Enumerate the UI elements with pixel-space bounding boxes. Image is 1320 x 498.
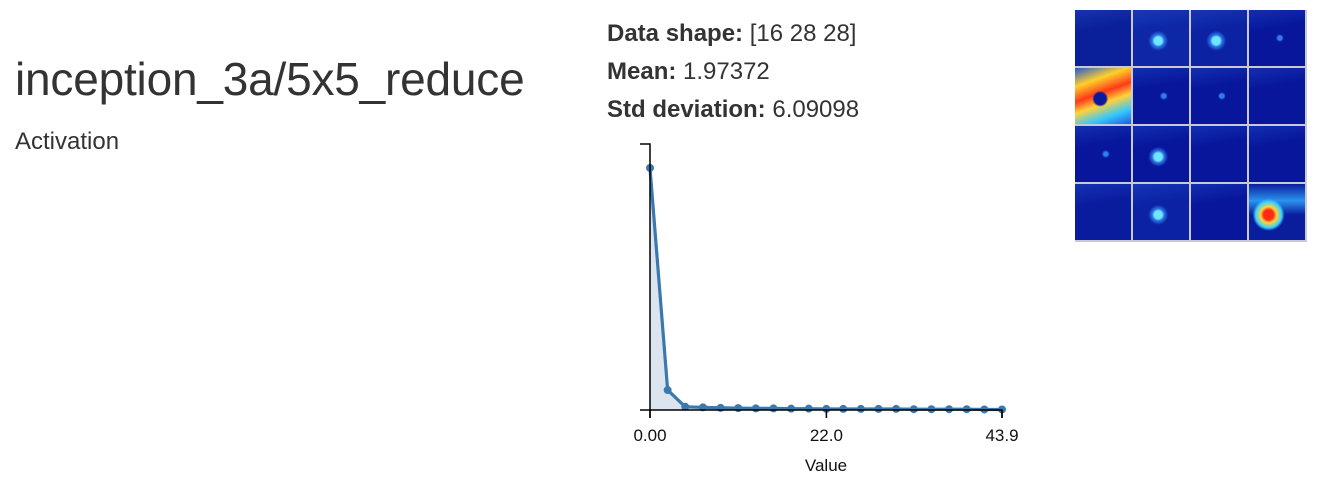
histogram-point	[663, 386, 672, 395]
layer-type: Activation	[15, 128, 120, 155]
x-tick-label: 43.9	[985, 426, 1018, 445]
stats-panel: Data shape: [16 28 28] Mean: 1.97372 Std…	[607, 15, 859, 129]
feature-map-thumbnail	[1075, 184, 1131, 240]
data-shape-label: Data shape:	[607, 20, 744, 47]
histogram-point	[874, 404, 883, 413]
y-axis-line	[640, 143, 651, 411]
layer-name: inception_3a/5x5_reduce	[15, 53, 525, 105]
x-axis-label: Value	[805, 456, 847, 475]
feature-map-thumbnail	[1133, 10, 1189, 66]
mean-value: 1.97372	[683, 58, 770, 85]
x-tick-label: 0.00	[633, 426, 666, 445]
feature-map-thumbnail	[1075, 68, 1131, 124]
mean-row: Mean: 1.97372	[607, 53, 859, 91]
mean-label: Mean:	[607, 58, 677, 85]
histogram-plot-area: 0.00 22.0 43.9	[633, 143, 1019, 445]
activation-thumbnail-grid	[1075, 10, 1307, 242]
histogram-point	[681, 402, 690, 411]
histogram-point	[734, 404, 743, 413]
histogram-point	[839, 404, 848, 413]
histogram-point	[856, 404, 865, 413]
feature-map-thumbnail	[1075, 10, 1131, 66]
feature-map-thumbnail	[1133, 184, 1189, 240]
histogram-point	[892, 404, 901, 413]
std-label: Std deviation:	[607, 96, 766, 123]
histogram-point	[822, 404, 831, 413]
histogram-point	[804, 404, 813, 413]
feature-map-thumbnail	[1249, 68, 1305, 124]
feature-map-thumbnail	[1191, 184, 1247, 240]
feature-map-thumbnail	[1249, 10, 1305, 66]
feature-map-thumbnail	[1075, 126, 1131, 182]
histogram-point	[909, 405, 918, 414]
feature-map-thumbnail	[1191, 126, 1247, 182]
x-tick-label: 22.0	[810, 426, 843, 445]
histogram-point	[927, 405, 936, 414]
histogram-point	[962, 405, 971, 414]
histogram-point	[787, 404, 796, 413]
feature-map-thumbnail	[1191, 10, 1247, 66]
feature-map-thumbnail	[1133, 126, 1189, 182]
histogram-point	[769, 404, 778, 413]
histogram-point	[945, 405, 954, 414]
data-shape-value: [16 28 28]	[749, 20, 857, 47]
feature-map-thumbnail	[1249, 184, 1305, 240]
histogram-area	[650, 167, 1002, 410]
feature-map-thumbnail	[1191, 68, 1247, 124]
histogram-line	[648, 167, 1002, 412]
feature-map-thumbnail	[1249, 126, 1305, 182]
histogram-point	[751, 404, 760, 413]
data-shape-row: Data shape: [16 28 28]	[607, 15, 859, 53]
activation-histogram: 0.00 22.0 43.9 Value	[633, 143, 1019, 475]
std-row: Std deviation: 6.09098	[607, 91, 859, 129]
feature-map-thumbnail	[1133, 68, 1189, 124]
std-value: 6.09098	[772, 96, 860, 123]
